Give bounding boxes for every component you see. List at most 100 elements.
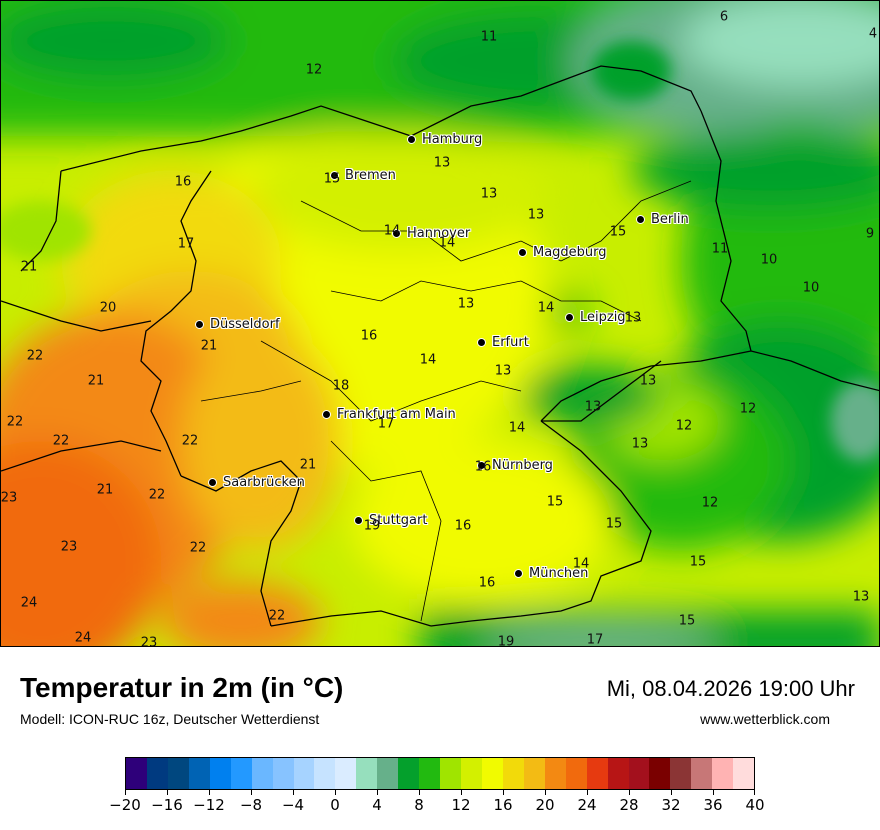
city-dot-icon	[407, 135, 416, 144]
temperature-value: 22	[189, 540, 207, 556]
temperature-value: 21	[20, 259, 38, 275]
city-dot-icon	[392, 229, 401, 238]
colorbar-tick	[251, 790, 252, 795]
colorbar-segment	[565, 758, 587, 789]
temperature-value: 21	[87, 373, 105, 389]
city-marker: Düsseldorf	[195, 317, 280, 332]
city-dot-icon	[514, 569, 523, 578]
colorbar-tick	[335, 790, 336, 795]
temperature-value: 15	[605, 516, 623, 532]
city-name: Hamburg	[422, 132, 483, 147]
temperature-value: 16	[454, 518, 472, 534]
state-borders	[200, 180, 692, 622]
city-marker: Erfurt	[477, 335, 529, 350]
colorbar-tick	[503, 790, 504, 795]
temperature-value: 14	[508, 420, 526, 436]
colorbar-tick	[671, 790, 672, 795]
city-marker: Saarbrücken	[208, 475, 305, 490]
colorbar-segment	[628, 758, 650, 789]
temperature-value: 11	[480, 29, 498, 45]
colorbar-tick-label: 40	[745, 796, 765, 814]
city-name: Stuttgart	[369, 513, 428, 528]
city-name: Saarbrücken	[223, 475, 305, 490]
colorbar-tick-label: −20	[109, 796, 141, 814]
city-name: Düsseldorf	[210, 317, 280, 332]
temperature-map: Hamburg Bremen Hannover Berlin Magdeburg Leip…	[0, 0, 880, 647]
temperature-value: 12	[739, 401, 757, 417]
colorbar-tick-label: −8	[239, 796, 263, 814]
city-name: Frankfurt am Main	[337, 407, 456, 422]
colorbar-segment	[649, 758, 671, 789]
temperature-value: 24	[20, 595, 38, 611]
colorbar-tick	[629, 790, 630, 795]
website-link[interactable]: www.wetterblick.com	[700, 711, 830, 727]
temperature-value: 12	[305, 62, 323, 78]
city-name: Bremen	[345, 168, 396, 183]
temperature-value: 16	[474, 459, 492, 475]
temperature-value: 13	[631, 436, 649, 452]
temperature-value: 9	[865, 226, 875, 242]
temperature-value: 17	[377, 416, 395, 432]
city-dot-icon	[477, 338, 486, 347]
temperature-value: 23	[0, 490, 18, 506]
temperature-value: 21	[299, 457, 317, 473]
colorbar-segment	[523, 758, 545, 789]
city-marker: Nürnberg	[477, 458, 553, 473]
city-marker: Stuttgart	[354, 513, 427, 528]
colorbar-segment	[209, 758, 231, 789]
colorbar-segment	[502, 758, 524, 789]
colorbar-ticks: −20 −16 −12 −8 −4 0 4 8 12 16 20 24 28 32 36 40	[109, 790, 765, 830]
colorbar-tick-label: 24	[577, 796, 597, 814]
temperature-value: 14	[438, 235, 456, 251]
city-dot-icon	[518, 248, 527, 257]
city-name: Nürnberg	[492, 458, 553, 473]
colorbar-tick	[713, 790, 714, 795]
forecast-datetime: Mi, 08.04.2026 19:00 Uhr	[606, 676, 855, 701]
city-name: Magdeburg	[533, 245, 607, 260]
colorbar-tick	[419, 790, 420, 795]
temperature-value: 21	[200, 338, 218, 354]
temperature-field	[1, 1, 879, 646]
temperature-value: 15	[689, 554, 707, 570]
colorbar-segment	[461, 758, 482, 789]
colorbar-tick-label: −4	[281, 796, 305, 814]
colorbar-tick-label: 4	[372, 796, 382, 814]
temperature-value: 19	[363, 518, 381, 534]
temperature-value: 17	[177, 236, 195, 252]
colorbar-tick-label: 32	[661, 796, 681, 814]
colorbar-tick	[125, 790, 126, 795]
temperature-value: 15	[609, 224, 627, 240]
colorbar-segment	[126, 758, 147, 789]
temperature-value: 13	[584, 399, 602, 415]
temperature-value: 22	[52, 433, 70, 449]
temperature-value: 20	[99, 300, 117, 316]
model-source: Modell: ICON-RUC 16z, Deutscher Wetterdi…	[20, 711, 320, 727]
city-dot-icon	[322, 410, 331, 419]
colorbar-segment	[272, 758, 294, 789]
temperature-value: 11	[711, 241, 729, 257]
temperature-value: 16	[360, 328, 378, 344]
colorbar-segment	[586, 758, 608, 789]
temperature-value: 22	[181, 433, 199, 449]
temperature-value: 13	[480, 186, 498, 202]
city-marker: Berlin	[636, 212, 689, 227]
colorbar-tick-label: −16	[151, 796, 183, 814]
city-dot-icon	[636, 215, 645, 224]
temperature-value: 24	[74, 630, 92, 646]
city-marker: Hannover	[392, 226, 470, 241]
temperature-value: 21	[96, 482, 114, 498]
temperature-value: 12	[675, 418, 693, 434]
colorbar-segment	[335, 758, 357, 789]
chart-title: Temperatur in 2m (in °C)	[20, 672, 344, 703]
colorbar-segment	[314, 758, 336, 789]
temperature-value: 15	[678, 613, 696, 629]
colorbar-tick	[293, 790, 294, 795]
temperature-value: 14	[419, 352, 437, 368]
temperature-value: 22	[268, 608, 286, 624]
colorbar-segment	[691, 758, 713, 789]
colorbar-tick	[167, 790, 168, 795]
temperature-value: 22	[148, 487, 166, 503]
colorbar-tick	[587, 790, 588, 795]
colorbar-segment	[481, 758, 503, 789]
colorbar-tick-label: 36	[703, 796, 723, 814]
